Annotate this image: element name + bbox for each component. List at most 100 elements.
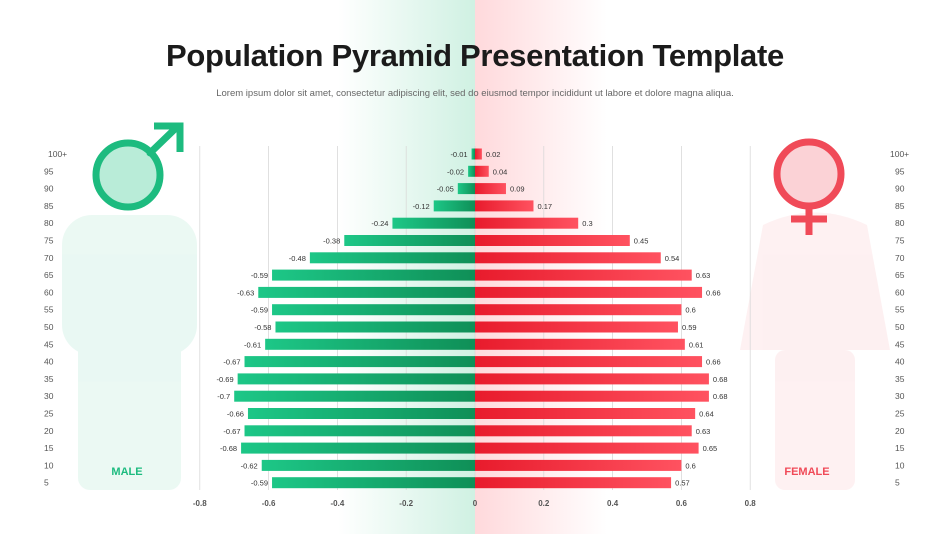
female-data-label: 0.45 xyxy=(634,237,649,246)
female-bar xyxy=(475,338,685,350)
page-title: Population Pyramid Presentation Template xyxy=(166,38,784,73)
female-data-label: 0.17 xyxy=(537,202,552,211)
female-body-silhouette xyxy=(740,212,890,490)
y-tick-label-right: 30 xyxy=(895,391,905,401)
y-tick-label-left: 45 xyxy=(44,339,54,349)
female-bar xyxy=(475,200,534,212)
y-tick-label-right: 15 xyxy=(895,443,905,453)
female-bar xyxy=(475,321,678,333)
female-bar xyxy=(475,356,703,368)
y-tick-label-left: 40 xyxy=(44,357,54,367)
male-bar xyxy=(272,477,475,489)
male-data-label: -0.61 xyxy=(244,340,261,349)
y-tick-label-right: 10 xyxy=(895,460,905,470)
x-tick-label: 0.6 xyxy=(676,499,688,508)
y-tick-label-left: 85 xyxy=(44,201,54,211)
male-data-label: -0.59 xyxy=(251,306,268,315)
x-tick-label: -0.6 xyxy=(262,499,276,508)
male-bar xyxy=(265,338,475,350)
male-bar xyxy=(272,269,475,281)
female-bar xyxy=(475,183,506,195)
male-bar xyxy=(275,321,475,333)
x-tick-label: 0.4 xyxy=(607,499,619,508)
female-bar xyxy=(475,269,692,281)
y-tick-label-right: 80 xyxy=(895,218,905,228)
y-tick-label-right: 65 xyxy=(895,270,905,280)
y-tick-label-left: 65 xyxy=(44,270,54,280)
y-tick-label-right: 35 xyxy=(895,374,905,384)
female-data-label: 0.04 xyxy=(493,167,508,176)
male-data-label: -0.62 xyxy=(241,461,258,470)
female-data-label: 0.6 xyxy=(685,306,695,315)
female-data-label: 0.3 xyxy=(582,219,592,228)
y-tick-label-right: 5 xyxy=(895,478,900,488)
y-tick-label-left: 75 xyxy=(44,236,54,246)
female-bar xyxy=(475,373,709,385)
male-data-label: -0.24 xyxy=(371,219,388,228)
y-tick-label-right: 85 xyxy=(895,201,905,211)
male-data-label: -0.05 xyxy=(437,185,454,194)
y-tick-label-left: 35 xyxy=(44,374,54,384)
female-data-label: 0.66 xyxy=(706,288,721,297)
male-data-label: -0.67 xyxy=(223,358,240,367)
male-data-label: -0.63 xyxy=(237,288,254,297)
female-data-label: 0.65 xyxy=(703,444,718,453)
male-bar xyxy=(471,148,475,160)
female-bar xyxy=(475,235,630,246)
male-label: MALE xyxy=(111,466,143,478)
y-tick-label-left: 5 xyxy=(44,478,49,488)
male-data-label: -0.48 xyxy=(289,254,306,263)
male-body-silhouette xyxy=(62,215,197,490)
female-data-label: 0.02 xyxy=(486,150,501,159)
y-tick-label-right: 55 xyxy=(895,305,905,315)
y-tick-label-right: 100+ xyxy=(890,149,909,159)
y-tick-label-right: 20 xyxy=(895,426,905,436)
female-data-label: 0.63 xyxy=(696,427,711,436)
male-bar xyxy=(344,235,475,246)
male-bar xyxy=(234,390,475,402)
y-tick-label-left: 25 xyxy=(44,409,54,419)
male-data-label: -0.66 xyxy=(227,410,244,419)
female-symbol-icon xyxy=(773,138,845,235)
x-tick-label: 0.2 xyxy=(538,499,550,508)
female-bar xyxy=(475,304,682,316)
female-bar xyxy=(475,148,482,160)
male-data-label: -0.67 xyxy=(223,427,240,436)
female-data-label: 0.09 xyxy=(510,185,525,194)
female-data-label: 0.54 xyxy=(665,254,680,263)
y-tick-label-left: 95 xyxy=(44,166,54,176)
y-tick-label-left: 70 xyxy=(44,253,54,263)
male-bar xyxy=(392,217,475,229)
female-data-label: 0.68 xyxy=(713,392,728,401)
male-bar xyxy=(309,252,475,264)
female-data-label: 0.68 xyxy=(713,375,728,384)
female-bar xyxy=(475,217,579,229)
y-tick-label-right: 60 xyxy=(895,287,905,297)
male-bar xyxy=(244,425,475,437)
x-tick-label: 0 xyxy=(473,499,478,508)
y-tick-label-left: 15 xyxy=(44,443,54,453)
female-bar xyxy=(475,477,672,489)
female-bar xyxy=(475,408,696,419)
male-data-label: -0.02 xyxy=(447,167,464,176)
page-subtitle: Lorem ipsum dolor sit amet, consectetur … xyxy=(216,88,734,99)
male-data-label: -0.59 xyxy=(251,271,268,280)
y-tick-label-left: 60 xyxy=(44,287,54,297)
female-data-label: 0.57 xyxy=(675,479,690,488)
female-data-label: 0.63 xyxy=(696,271,711,280)
female-bar xyxy=(475,459,682,471)
female-data-label: 0.61 xyxy=(689,340,704,349)
male-bar xyxy=(244,356,475,368)
male-bar xyxy=(258,286,475,298)
male-bar xyxy=(272,304,475,316)
y-tick-label-right: 40 xyxy=(895,357,905,367)
y-tick-label-right: 90 xyxy=(895,184,905,194)
female-bar xyxy=(475,442,699,454)
male-bar xyxy=(433,200,475,212)
male-bar xyxy=(241,442,475,454)
female-bar xyxy=(475,286,703,298)
male-data-label: -0.58 xyxy=(254,323,271,332)
female-data-label: 0.6 xyxy=(685,461,695,470)
female-bar xyxy=(475,390,709,402)
male-symbol-icon xyxy=(92,122,184,211)
